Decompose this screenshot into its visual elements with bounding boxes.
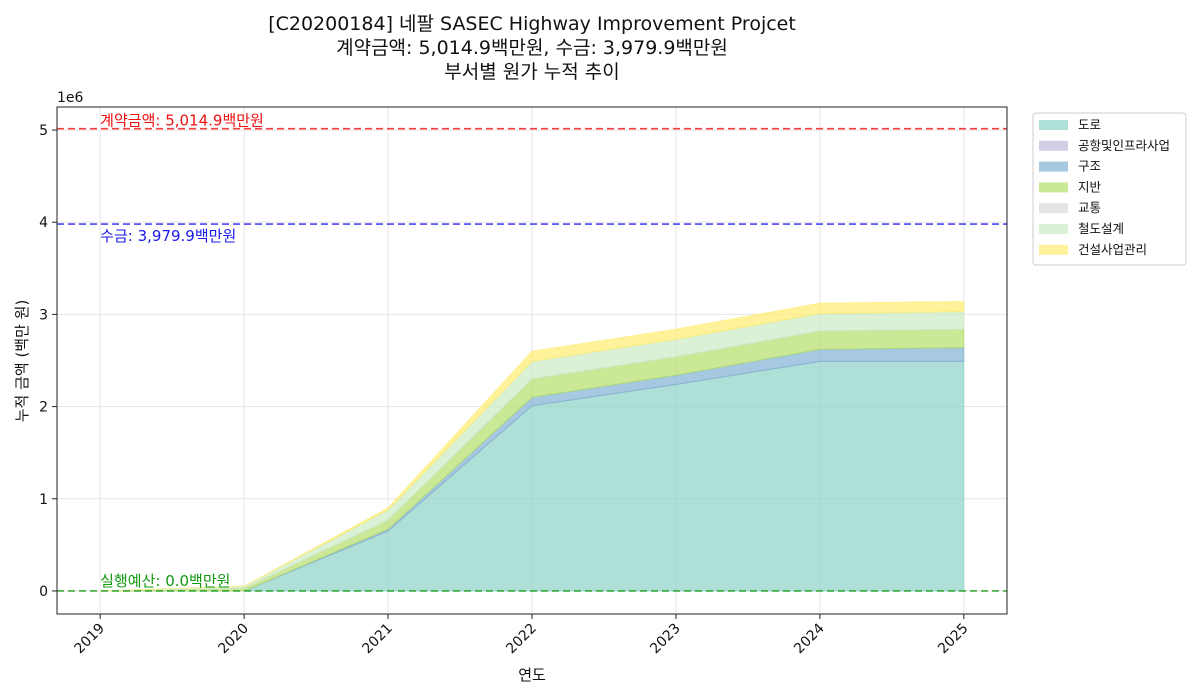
legend-label-construction-mgmt: 건설사업관리 [1078, 242, 1147, 257]
chart-title-line-3: 부서별 원가 누적 추이 [444, 61, 619, 83]
x-tick-label: 2020 [215, 621, 252, 658]
x-tick-label: 2025 [935, 621, 972, 658]
reference-line-label-1: 수금: 3,979.9백만원 [100, 227, 236, 245]
legend-swatch-railway-design [1039, 224, 1068, 234]
area-series-construction-mgmt [100, 300, 965, 592]
y-axis-ticks: 0 1 2 3 4 5 [39, 123, 57, 600]
legend-label-structure: 구조 [1078, 159, 1101, 174]
y-tick-label: 2 [39, 400, 48, 416]
legend-swatch-airport-infra [1039, 140, 1068, 151]
legend-box [1032, 112, 1187, 266]
chart-title-line-1: [C20200184] 네팔 SASEC Highway Improvement… [268, 13, 796, 35]
x-tick-label: 2021 [359, 621, 396, 658]
reference-line-label-2: 실행예산: 0.0백만원 [100, 572, 230, 590]
legend-label-geotech: 지반 [1078, 179, 1102, 194]
legend-label-road: 도로 [1078, 117, 1101, 132]
y-tick-label: 4 [39, 215, 48, 231]
y-tick-label: 1 [39, 492, 48, 508]
legend-swatch-construction-mgmt [1039, 244, 1068, 255]
area-layers [100, 300, 965, 592]
chart-title: [C20200184] 네팔 SASEC Highway Improvement… [268, 13, 796, 83]
legend-label-traffic: 교통 [1078, 200, 1101, 215]
y-offset-label: 1e6 [57, 90, 84, 106]
y-tick-label: 3 [39, 307, 48, 323]
legend-label-airport-infra: 공항및인프라사업 [1078, 138, 1170, 153]
legend-swatch-traffic [1039, 203, 1068, 214]
x-tick-label: 2024 [791, 620, 828, 657]
legend-swatch-geotech [1039, 182, 1068, 193]
y-axis-label: 누적 금액 (백만 원) [13, 300, 31, 423]
x-tick-label: 2022 [503, 621, 540, 658]
y-tick-label: 5 [39, 123, 48, 139]
y-tick-label: 0 [39, 584, 48, 600]
x-tick-label: 2023 [647, 621, 684, 658]
chart-title-line-2: 계약금액: 5,014.9백만원, 수금: 3,979.9백만원 [336, 37, 728, 59]
x-tick-label: 2019 [71, 621, 108, 658]
legend-swatch-structure [1039, 161, 1068, 172]
x-axis-ticks: 2019 2020 2021 2022 2023 2024 2025 [71, 614, 972, 658]
legend-swatch-road [1039, 120, 1068, 130]
x-axis-label: 연도 [518, 666, 546, 684]
reference-line-label-0: 계약금액: 5,014.9백만원 [100, 112, 264, 130]
legend-label-railway-design: 철도설계 [1078, 221, 1124, 236]
